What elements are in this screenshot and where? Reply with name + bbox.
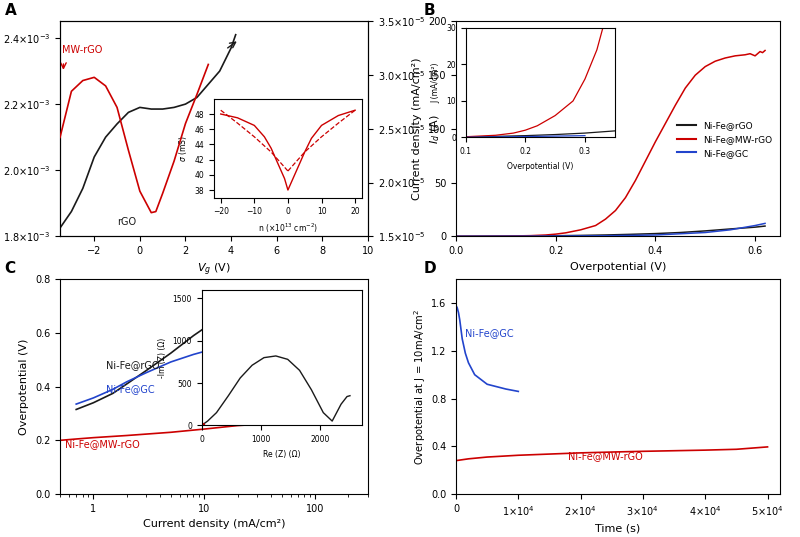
Y-axis label: $I_d$ (A): $I_d$ (A) xyxy=(428,114,442,143)
Ni-Fe@MW-rGO xyxy=(661,120,670,127)
Ni-Fe@MW-rGO xyxy=(720,55,730,61)
X-axis label: Time (s): Time (s) xyxy=(595,523,641,533)
Ni-Fe@rGO xyxy=(760,223,770,229)
Ni-Fe@GC xyxy=(760,220,770,227)
Ni-Fe@rGO xyxy=(601,232,610,238)
Ni-Fe@GC xyxy=(451,233,461,240)
X-axis label: Current density (mA/cm²): Current density (mA/cm²) xyxy=(142,519,286,529)
Ni-Fe@rGO xyxy=(576,232,586,238)
Text: Ni-Fe@GC: Ni-Fe@GC xyxy=(466,329,514,338)
Ni-Fe@rGO xyxy=(701,228,710,234)
Ni-Fe@MW-rGO xyxy=(740,52,750,58)
Ni-Fe@GC xyxy=(551,233,561,239)
Ni-Fe@GC xyxy=(650,232,660,238)
Ni-Fe@rGO xyxy=(750,224,760,230)
Ni-Fe@MW-rGO xyxy=(730,53,740,59)
Ni-Fe@MW-rGO xyxy=(590,222,600,229)
Ni-Fe@GC xyxy=(601,233,610,239)
Ni-Fe@MW-rGO xyxy=(541,232,550,238)
Text: Ni-Fe@rGO: Ni-Fe@rGO xyxy=(106,360,159,370)
Ni-Fe@MW-rGO xyxy=(451,233,461,240)
Ni-Fe@MW-rGO xyxy=(576,227,586,233)
Ni-Fe@MW-rGO xyxy=(690,72,700,78)
Ni-Fe@MW-rGO xyxy=(641,158,650,164)
Ni-Fe@rGO xyxy=(551,233,561,239)
Ni-Fe@MW-rGO xyxy=(610,207,620,214)
Text: rGO: rGO xyxy=(117,217,136,227)
Ni-Fe@MW-rGO xyxy=(710,58,720,64)
Ni-Fe@rGO xyxy=(526,233,535,239)
Ni-Fe@MW-rGO xyxy=(601,216,610,222)
Ni-Fe@MW-rGO xyxy=(561,230,570,236)
Ni-Fe@MW-rGO xyxy=(526,233,535,239)
Ni-Fe@MW-rGO xyxy=(476,233,486,240)
Ni-Fe@GC xyxy=(750,222,760,229)
Ni-Fe@rGO xyxy=(501,233,510,240)
Text: Ni-Fe@MW-rGO: Ni-Fe@MW-rGO xyxy=(568,452,643,461)
Ni-Fe@MW-rGO xyxy=(750,53,760,59)
Ni-Fe@rGO xyxy=(726,226,735,232)
Y-axis label: Overpotential at J = 10mA/cm$^2$: Overpotential at J = 10mA/cm$^2$ xyxy=(412,308,428,465)
Ni-Fe@MW-rGO xyxy=(681,85,690,91)
Ni-Fe@rGO xyxy=(451,233,461,240)
Line: Ni-Fe@rGO: Ni-Fe@rGO xyxy=(456,226,765,236)
Ni-Fe@rGO xyxy=(675,229,685,236)
Ni-Fe@MW-rGO xyxy=(755,48,765,55)
Ni-Fe@MW-rGO xyxy=(650,139,660,145)
X-axis label: $V_g$ (V): $V_g$ (V) xyxy=(197,262,231,278)
X-axis label: Overpotential (V): Overpotential (V) xyxy=(570,262,666,272)
Text: MW-rGO: MW-rGO xyxy=(62,45,102,55)
Ni-Fe@rGO xyxy=(650,230,660,237)
Y-axis label: Overpotential (V): Overpotential (V) xyxy=(19,338,30,435)
Ni-Fe@GC xyxy=(701,229,710,236)
Ni-Fe@MW-rGO xyxy=(630,177,640,184)
Ni-Fe@GC xyxy=(726,227,735,233)
Ni-Fe@MW-rGO xyxy=(621,194,630,201)
Text: Ni-Fe@GC: Ni-Fe@GC xyxy=(106,384,154,394)
Y-axis label: Current density (mA/cm²): Current density (mA/cm²) xyxy=(412,57,422,200)
Text: Ni-Fe@MW-rGO: Ni-Fe@MW-rGO xyxy=(65,439,139,449)
Ni-Fe@MW-rGO xyxy=(753,50,762,57)
Text: B: B xyxy=(423,3,435,18)
Ni-Fe@GC xyxy=(501,233,510,240)
Ni-Fe@MW-rGO xyxy=(501,233,510,240)
Ni-Fe@rGO xyxy=(626,231,635,237)
Ni-Fe@MW-rGO xyxy=(760,47,770,54)
Text: D: D xyxy=(423,261,436,276)
Text: C: C xyxy=(5,261,16,276)
Legend: Ni-Fe@rGO, Ni-Fe@MW-rGO, Ni-Fe@GC: Ni-Fe@rGO, Ni-Fe@MW-rGO, Ni-Fe@GC xyxy=(674,118,775,161)
Ni-Fe@MW-rGO xyxy=(670,102,680,108)
Ni-Fe@MW-rGO xyxy=(551,231,561,237)
Text: A: A xyxy=(5,3,16,18)
Ni-Fe@MW-rGO xyxy=(746,50,755,57)
Ni-Fe@MW-rGO xyxy=(758,49,767,56)
Ni-Fe@MW-rGO xyxy=(701,63,710,70)
Line: Ni-Fe@GC: Ni-Fe@GC xyxy=(456,223,765,236)
Line: Ni-Fe@MW-rGO: Ni-Fe@MW-rGO xyxy=(456,50,765,236)
